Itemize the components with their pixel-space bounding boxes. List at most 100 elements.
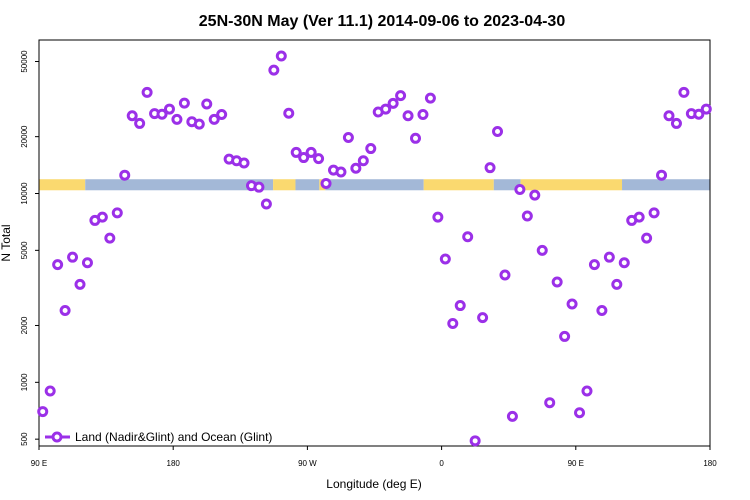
y-tick-label: 500 [20, 432, 29, 446]
data-point [59, 305, 71, 317]
plot-frame [38, 39, 711, 447]
data-point [544, 397, 556, 409]
x-tick-label: 180 [167, 459, 181, 468]
data-point [395, 90, 407, 102]
data-point [402, 110, 414, 122]
ocean-band-segment [493, 179, 521, 191]
data-point [641, 232, 653, 244]
data-point [305, 146, 317, 158]
data-point [216, 109, 228, 121]
data-point [492, 125, 504, 137]
y-tick-label: 5000 [20, 241, 29, 259]
land-band-segment [39, 179, 86, 191]
ocean-band-segment [295, 179, 320, 191]
data-point [283, 107, 295, 119]
legend-label: Land (Nadir&Glint) and Ocean (Glint) [75, 430, 272, 444]
data-point [171, 113, 183, 125]
ocean-band-segment [325, 179, 424, 191]
data-point [163, 103, 175, 115]
data-point [648, 207, 660, 219]
legend-marker [51, 431, 63, 443]
data-point [462, 231, 474, 243]
chart-title: 25N-30N May (Ver 11.1) 2014-09-06 to 202… [199, 13, 566, 30]
land-band-segment [423, 179, 494, 191]
data-point [424, 92, 436, 104]
data-point [596, 305, 608, 317]
y-tick-label: 2000 [20, 316, 29, 334]
land-band-segment [273, 179, 296, 191]
data-point [700, 103, 712, 115]
data-point [193, 118, 205, 130]
data-point [44, 385, 56, 397]
data-point [663, 110, 675, 122]
data-point [320, 177, 332, 189]
data-point [678, 86, 690, 98]
data-point [454, 300, 466, 312]
data-point [37, 406, 49, 418]
data-point [514, 183, 526, 195]
data-point [290, 146, 302, 158]
data-point [588, 259, 600, 271]
data-point [201, 98, 213, 110]
data-point [365, 143, 377, 155]
data-point [156, 108, 168, 120]
data-point [52, 259, 64, 271]
x-tick-label: 0 [439, 459, 444, 468]
data-point [484, 162, 496, 174]
data-point [506, 410, 518, 422]
data-point [439, 253, 451, 265]
data-point [126, 110, 138, 122]
legend: Land (Nadir&Glint) and Ocean (Glint) [45, 430, 272, 444]
data-point [275, 50, 287, 62]
data-point [656, 169, 668, 181]
y-axis-label: N Total [0, 224, 13, 261]
data-point [74, 278, 86, 290]
data-point [260, 198, 272, 210]
data-point [357, 155, 369, 167]
data-point [611, 278, 623, 290]
data-point [559, 330, 571, 342]
y-tick-label: 10000 [20, 182, 29, 205]
axis-ticks: 90 E 180 90 W 0 90 E 180 500 1000 2000 5000 10000 2… [20, 50, 717, 468]
data-point [477, 312, 489, 324]
data-point [618, 257, 630, 269]
y-tick-label: 1000 [20, 373, 29, 391]
data-point [410, 132, 422, 144]
data-point [566, 298, 578, 310]
data-point [387, 97, 399, 109]
x-tick-label: 90 E [568, 459, 584, 468]
data-point [208, 113, 220, 125]
land-ocean-band [39, 179, 710, 191]
data-point [141, 86, 153, 98]
data-point [104, 232, 116, 244]
x-axis-label: Longitude (deg E) [326, 477, 421, 491]
data-point [574, 407, 586, 419]
data-point [432, 211, 444, 223]
data-point [313, 153, 325, 165]
data-points [37, 50, 712, 447]
data-point [447, 317, 459, 329]
data-point [603, 251, 615, 263]
data-point [134, 117, 146, 129]
data-point [536, 244, 548, 256]
data-point [96, 211, 108, 223]
data-point [551, 276, 563, 288]
data-point [693, 108, 705, 120]
data-point [581, 385, 593, 397]
data-point [238, 157, 250, 169]
data-point [469, 435, 481, 447]
x-tick-label: 90 E [31, 459, 47, 468]
x-tick-label: 180 [703, 459, 717, 468]
data-point [633, 211, 645, 223]
data-point [178, 97, 190, 109]
data-point [67, 251, 79, 263]
data-point [342, 131, 354, 143]
data-point [111, 207, 123, 219]
y-tick-label: 20000 [20, 125, 29, 148]
data-point [335, 166, 347, 178]
data-point [417, 109, 429, 121]
data-point [529, 189, 541, 201]
data-point [119, 169, 131, 181]
y-tick-label: 50000 [20, 50, 29, 73]
